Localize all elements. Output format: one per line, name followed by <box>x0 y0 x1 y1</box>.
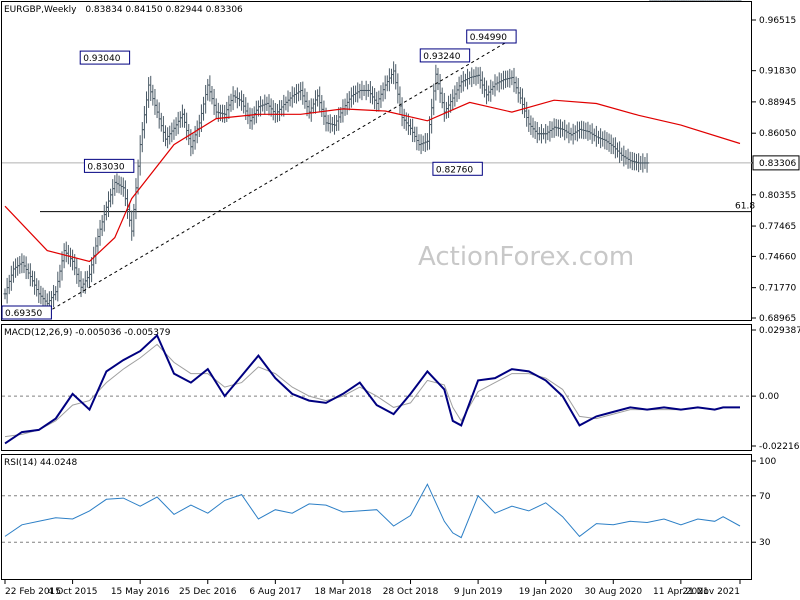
date-tick-label: 30 Aug 2020 <box>584 587 642 597</box>
annotation-label: 0.94990 <box>470 33 507 43</box>
date-tick-label: 9 Jun 2019 <box>454 587 503 597</box>
price-tick-label: 0.86050 <box>759 129 796 139</box>
price-tick-label: 0.74660 <box>759 252 796 262</box>
price-annotation: 0.93040 <box>79 50 131 65</box>
annotation-box <box>466 29 517 44</box>
rsi-line <box>4 483 741 539</box>
price-series: 61.8 0.69350 0.93040 0.83030 0.93240 0.82760 0… <box>1 0 755 320</box>
price-tick-label: 0.83306 <box>759 159 796 169</box>
price-tick-label: 0.68965 <box>759 314 796 324</box>
annotation-label: 0.83030 <box>87 162 124 172</box>
rsi-tick-label: 70 <box>759 492 771 502</box>
annotation-box <box>79 50 131 65</box>
macd-line <box>4 333 740 445</box>
macd-signal-line <box>4 343 740 438</box>
price-tick-label: 0.77465 <box>759 222 796 232</box>
rsi-title: RSI(14) 44.0248 <box>4 458 77 468</box>
date-tick-label: 11 Apr 2021 <box>653 587 709 597</box>
annotation-label: 0.82760 <box>436 165 473 175</box>
trendline <box>46 36 517 313</box>
macd-tick-label: 0.00 <box>759 392 779 402</box>
price-bar <box>647 0 651 164</box>
price-tick-label: 0.91830 <box>759 67 796 77</box>
price-tick-label: 0.80355 <box>759 191 796 201</box>
moving-average-line <box>4 99 741 263</box>
ohlc-label: 0.83834 0.84150 0.82944 0.83306 <box>85 5 243 15</box>
price-tick-label: 0.88945 <box>759 98 796 108</box>
date-tick-label: 25 Dec 2016 <box>179 587 237 597</box>
price-annotation: 0.69350 <box>1 305 52 320</box>
date-tick-label: 21 Nov 2021 <box>682 587 740 597</box>
annotation-label: 0.69350 <box>5 309 42 319</box>
watermark: ActionForex.com <box>418 242 634 272</box>
price-annotation: 0.82760 <box>432 161 483 176</box>
date-tick-label: 28 Oct 2018 <box>383 587 439 597</box>
macd-series <box>2 333 752 445</box>
date-tick-label: 15 May 2016 <box>111 587 170 597</box>
date-tick-label: 18 Mar 2018 <box>314 587 371 597</box>
annotation-box <box>83 158 135 173</box>
price-tick-label: 0.71770 <box>759 284 796 294</box>
rsi-tick-label: 30 <box>759 538 771 548</box>
date-tick-label: 4 Oct 2015 <box>48 587 98 597</box>
annotation-box <box>419 48 471 63</box>
date-tick-label: 19 Jan 2020 <box>519 587 573 597</box>
price-annotation: 0.94990 <box>466 29 517 44</box>
annotation-label: 0.93040 <box>83 54 120 64</box>
price-annotation: 0.83030 <box>83 158 135 173</box>
price-annotation: 0.93240 <box>419 48 471 63</box>
rsi-tick-label: 100 <box>759 457 776 467</box>
axes: 0.96515 0.91830 0.88945 0.86050 0.83306 0.803… <box>4 16 800 597</box>
macd-tick-label: 0.029387 <box>759 326 800 336</box>
macd-title: MACD(12,26,9) -0.005036 -0.005379 <box>4 328 171 338</box>
rsi-series <box>2 483 752 543</box>
price-tick-label: 0.96515 <box>759 16 796 26</box>
annotation-box <box>1 305 52 320</box>
fib-61-8-label: 61.8 <box>735 202 755 212</box>
current-price-box <box>752 155 800 171</box>
chart-header: EURGBP,Weekly 0.83834 0.84150 0.82944 0.… <box>4 5 243 15</box>
date-tick-label: 6 Aug 2017 <box>249 587 301 597</box>
annotation-box <box>432 161 483 176</box>
symbol-label: EURGBP,Weekly <box>4 5 77 15</box>
annotation-label: 0.93240 <box>423 52 460 62</box>
macd-panel <box>1 324 752 451</box>
date-tick-label: 22 Feb 2015 <box>5 587 61 597</box>
rsi-panel <box>1 454 752 580</box>
